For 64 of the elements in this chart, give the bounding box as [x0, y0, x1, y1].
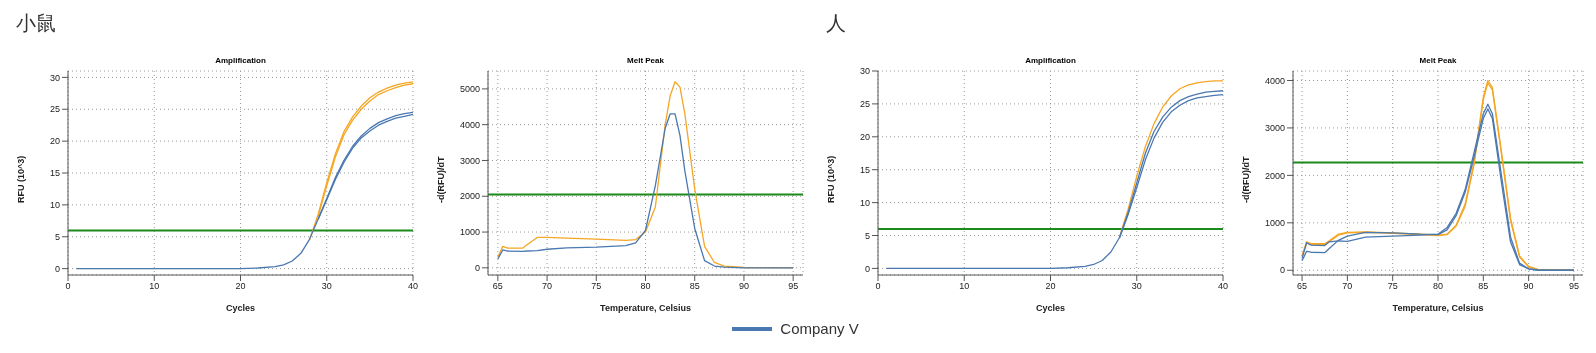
y-tick-label: 0: [1279, 265, 1285, 276]
x-tick-label: 40: [407, 281, 419, 292]
x-tick-label: 0: [65, 281, 71, 292]
y-tick-label: 5: [864, 230, 870, 241]
text: 小鼠: [16, 10, 56, 37]
y-tick-label: 30: [859, 66, 870, 77]
x-tick-label: 20: [235, 281, 246, 292]
x-tick-label: 10: [959, 281, 970, 292]
chart-title: Amplification: [214, 56, 267, 65]
y-axis-title: -d(RFU)/dT: [436, 156, 447, 203]
y-tick-label: 3000: [1264, 123, 1285, 134]
x-tick-label: 95: [788, 281, 799, 292]
x-tick-label: 75: [591, 281, 602, 292]
x-tick-label: 95: [1568, 281, 1579, 292]
y-tick-label: 15: [49, 168, 60, 179]
y-tick-label: 25: [859, 99, 870, 110]
x-tick-label: 10: [149, 281, 160, 292]
y-tick-label: 3000: [459, 155, 480, 166]
x-axis-title: Temperature, Celsius: [1392, 303, 1484, 313]
x-axis-title: Cycles: [225, 303, 256, 313]
y-tick-label: 5000: [459, 84, 480, 95]
x-axis-title: Cycles: [1035, 303, 1066, 313]
x-tick-label: 85: [689, 281, 700, 292]
y-tick-label: 2000: [1264, 170, 1285, 181]
y-axis-title: RFU (10^3): [16, 155, 27, 203]
x-tick-label: 0: [875, 281, 881, 292]
y-tick-label: 1000: [1264, 218, 1285, 229]
y-axis-title: -d(RFU)/dT: [1241, 156, 1252, 203]
x-tick-label: 40: [1217, 281, 1229, 292]
x-tick-label: 80: [1432, 281, 1444, 292]
y-tick-label: 4000: [459, 119, 480, 130]
x-tick-label: 85: [1478, 281, 1489, 292]
y-tick-label: 25: [49, 104, 60, 115]
chart-title: Melt Peak: [626, 56, 665, 65]
y-tick-label: 5: [54, 231, 60, 242]
y-tick-label: 15: [859, 164, 870, 175]
y-tick-label: 2000: [459, 191, 480, 202]
text: 人: [826, 10, 846, 37]
x-tick-label: 65: [492, 281, 503, 292]
y-tick-label: 0: [54, 263, 60, 274]
x-tick-label: 90: [1523, 281, 1534, 292]
y-tick-label: 20: [859, 132, 870, 142]
x-tick-label: 65: [1297, 281, 1308, 292]
x-tick-label: 70: [542, 281, 553, 292]
y-tick-label: 10: [49, 200, 60, 211]
y-tick-label: 20: [49, 136, 60, 147]
x-tick-label: 75: [1387, 281, 1398, 292]
x-tick-label: 70: [1342, 281, 1353, 292]
y-tick-label: 4000: [1264, 75, 1285, 86]
y-tick-label: 10: [859, 197, 870, 208]
x-tick-label: 80: [640, 281, 651, 292]
chart-title: Melt Peak: [1418, 56, 1458, 65]
y-axis-title: RFU (10^3): [826, 155, 837, 203]
x-tick-label: 30: [1131, 281, 1142, 292]
x-tick-label: 20: [1045, 281, 1056, 292]
y-tick-label: 30: [49, 72, 60, 83]
x-tick-label: 30: [321, 281, 332, 292]
x-tick-label: 90: [738, 281, 749, 292]
x-axis-title: Temperature, Celsius: [600, 303, 691, 313]
y-tick-label: 0: [864, 263, 870, 274]
y-tick-label: 1000: [459, 227, 480, 238]
y-tick-label: 0: [474, 263, 480, 274]
chart-title: Amplification: [1024, 56, 1077, 65]
legend-label: Company V: [780, 320, 859, 337]
